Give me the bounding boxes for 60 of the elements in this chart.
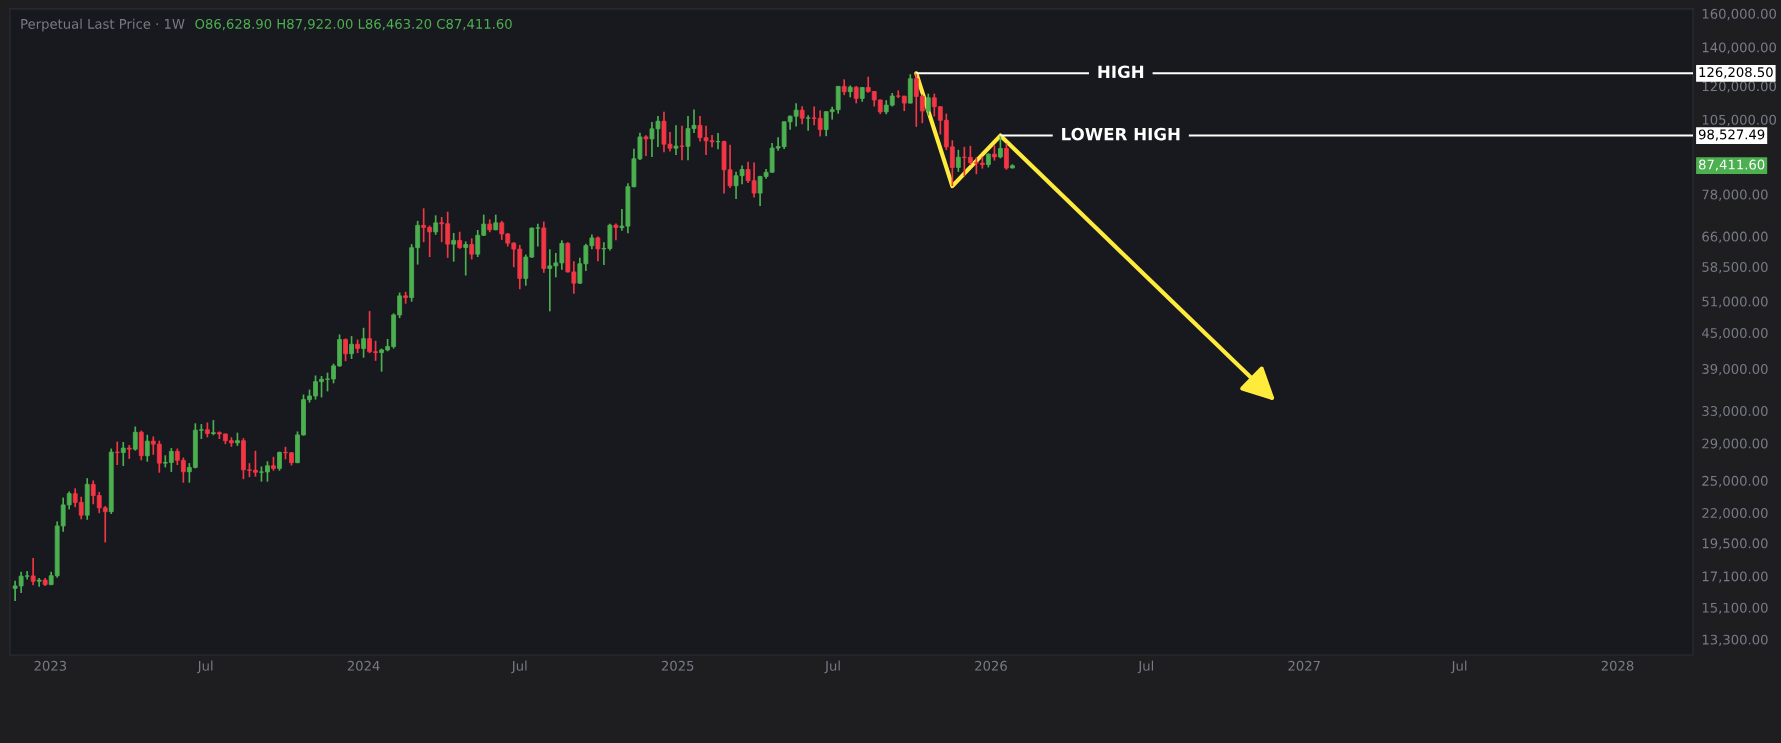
y-tick-label: 15,100.00: [1702, 602, 1768, 615]
ref-line-label: LOWER HIGH: [1062, 127, 1180, 141]
candlestick: [144, 433, 150, 463]
y-tick-label: 160,000.00: [1702, 8, 1777, 21]
y-tick-label: 78,000.00: [1702, 189, 1768, 201]
y-tick-label: 58,500.00: [1702, 261, 1768, 274]
candlestick: [433, 214, 439, 236]
y-tick-label: 19,500.00: [1702, 538, 1768, 550]
candlestick: [955, 148, 961, 173]
candlestick: [1004, 142, 1009, 171]
candlestick: [595, 235, 601, 263]
candlestick: [715, 132, 721, 150]
candlestick: [463, 240, 469, 277]
text: 87,411.60: [1698, 159, 1765, 171]
x-tick-label: Jul: [1137, 660, 1154, 674]
candlestick: [613, 222, 619, 242]
x-tick-label: 2024: [347, 660, 380, 671]
candlestick: [469, 237, 475, 261]
candlestick: [30, 557, 36, 587]
candlestick: [138, 429, 144, 462]
text: 98,527.49: [1698, 129, 1765, 141]
y-tick-label: 17,100.00: [1702, 571, 1768, 583]
candlestick: [643, 134, 649, 157]
x-tick-label: 2023: [34, 660, 67, 671]
ref-line-label: HIGH: [1098, 65, 1144, 79]
x-tick-label: 2028: [1601, 660, 1634, 671]
candlestick: [132, 425, 138, 452]
candlestick: [925, 92, 931, 117]
candlestick: [673, 124, 679, 156]
y-tick-label: 51,000.00: [1702, 296, 1768, 308]
y-tick-label: 39,000.00: [1702, 363, 1768, 376]
y-tick-label: 33,000.00: [1702, 406, 1768, 418]
y-tick-label: 29,000.00: [1702, 438, 1768, 450]
candlestick: [343, 337, 348, 362]
candlestick: [114, 440, 120, 466]
text: 126,208.50: [1699, 67, 1773, 79]
text: Perpetual Last Price · 1W: [21, 18, 185, 32]
y-tick-label: 45,000.00: [1702, 327, 1768, 340]
y-tick-label: 105,000.00: [1702, 114, 1777, 127]
y-tick-label: 140,000.00: [1702, 42, 1777, 54]
candlestick: [805, 114, 811, 132]
x-tick-label: 2027: [1288, 660, 1320, 671]
y-tick-label: 120,000.00: [1702, 81, 1777, 93]
y-tick-label: 22,000.00: [1702, 508, 1768, 520]
y-tick-label: 13,300.00: [1702, 634, 1768, 646]
x-tick-label: Jul: [511, 660, 527, 674]
text: O86,628.90 H87,922.00 L86,463.20 C87,411.60: [195, 18, 512, 31]
candlestick: [349, 335, 354, 360]
candlestick: [126, 444, 132, 460]
candlestick: [679, 124, 685, 162]
y-tick-label: 25,000.00: [1702, 475, 1768, 488]
x-tick-label: Jul: [824, 660, 840, 674]
x-tick-label: 2025: [661, 660, 694, 671]
candlestick: [451, 232, 457, 263]
x-tick-label: Jul: [197, 660, 213, 674]
y-tick-label: 66,000.00: [1702, 231, 1768, 243]
x-tick-label: Jul: [1450, 660, 1467, 674]
candlestick: [120, 441, 126, 467]
candlestick: [361, 326, 366, 359]
x-tick-label: 2026: [975, 660, 1007, 671]
